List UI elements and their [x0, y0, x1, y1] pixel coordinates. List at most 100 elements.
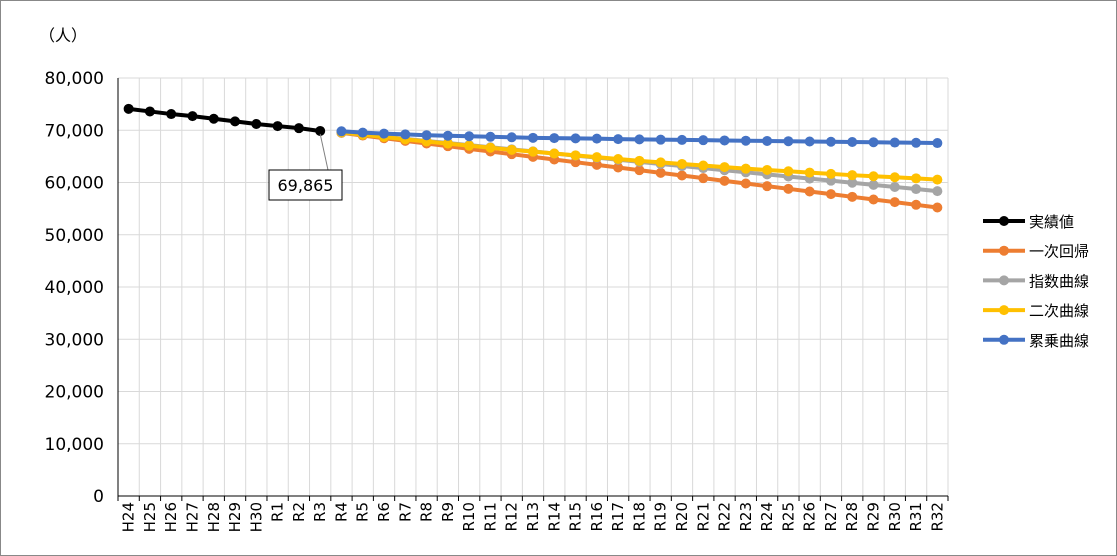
- data-point: [676, 170, 687, 181]
- data-point: [847, 137, 858, 148]
- x-tick-label: R2: [290, 502, 308, 522]
- y-unit-label: （人）: [39, 26, 87, 45]
- x-tick-label: H25: [141, 502, 159, 532]
- data-point: [464, 140, 475, 151]
- x-tick-label: R26: [801, 502, 819, 532]
- x-tick-label: R31: [907, 502, 925, 532]
- legend-label: 一次回帰: [1029, 243, 1089, 261]
- data-point: [591, 133, 602, 144]
- data-point: [442, 138, 453, 149]
- annotation-label: 69,865: [278, 176, 334, 195]
- data-point: [847, 170, 858, 181]
- data-point: [868, 137, 879, 148]
- data-point: [655, 167, 666, 178]
- y-tick-label: 70,000: [45, 121, 104, 141]
- data-point: [932, 186, 943, 197]
- x-tick-label: R5: [354, 502, 372, 522]
- x-tick-label: R22: [716, 502, 734, 532]
- data-point: [144, 106, 155, 117]
- data-point: [932, 138, 943, 149]
- x-tick-label: R28: [843, 502, 861, 532]
- x-tick-label: R4: [332, 502, 350, 522]
- data-point: [485, 142, 496, 153]
- data-point: [762, 181, 773, 192]
- data-point: [506, 144, 517, 155]
- data-point: [464, 131, 475, 142]
- data-point: [591, 152, 602, 163]
- y-tick-label: 10,000: [45, 435, 104, 455]
- legend-label: 指数曲線: [1029, 272, 1089, 290]
- data-point: [336, 126, 347, 137]
- data-point: [634, 155, 645, 166]
- data-point: [400, 129, 411, 140]
- data-point: [804, 167, 815, 178]
- data-point: [698, 135, 709, 146]
- x-tick-label: H29: [226, 502, 244, 532]
- x-tick-label: R25: [779, 502, 797, 532]
- data-point: [932, 202, 943, 213]
- x-axis-ticks: H24 H25 H26 H27 H28 H29 H30 R1 R2 R3 R4 R5 R6 R7 R8 R9 R…: [120, 502, 947, 532]
- legend-label: 二次曲線: [1029, 302, 1089, 320]
- y-tick-label: 40,000: [45, 278, 104, 298]
- data-point: [676, 158, 687, 169]
- data-point: [740, 135, 751, 146]
- data-point: [911, 137, 922, 148]
- x-tick-label: R18: [630, 502, 648, 532]
- x-tick-label: R30: [886, 502, 904, 532]
- data-point: [847, 191, 858, 202]
- data-point: [251, 118, 262, 129]
- data-point: [698, 173, 709, 184]
- data-point: [825, 168, 836, 179]
- data-point: [655, 134, 666, 145]
- data-point: [868, 194, 879, 205]
- legend-marker: [999, 216, 1009, 226]
- data-point: [613, 134, 624, 145]
- data-point: [719, 175, 730, 186]
- x-tick-label: R11: [481, 502, 499, 532]
- data-point: [655, 157, 666, 168]
- x-tick-label: R10: [460, 502, 478, 532]
- data-point: [719, 135, 730, 146]
- data-point: [208, 113, 219, 124]
- data-point: [740, 178, 751, 189]
- data-point: [740, 163, 751, 174]
- series-line: [128, 106, 321, 133]
- x-tick-label: H30: [247, 502, 265, 532]
- x-tick-label: R8: [418, 502, 436, 522]
- data-point: [804, 186, 815, 197]
- annotation: 69,865: [268, 133, 343, 201]
- data-point: [485, 131, 496, 142]
- data-point: [634, 165, 645, 176]
- data-point: [230, 116, 241, 127]
- data-point: [911, 199, 922, 210]
- data-point: [591, 159, 602, 170]
- x-tick-label: H27: [183, 502, 201, 532]
- y-tick-label: 50,000: [45, 226, 104, 246]
- y-tick-label: 60,000: [45, 174, 104, 194]
- data-point: [762, 164, 773, 175]
- data-point: [528, 132, 538, 143]
- data-point: [549, 148, 560, 159]
- x-tick-label: R24: [758, 502, 776, 532]
- legend-label: 実績値: [1029, 213, 1074, 231]
- x-tick-label: H28: [205, 502, 223, 532]
- x-tick-label: R17: [609, 502, 627, 532]
- data-point: [783, 183, 794, 194]
- data-point: [421, 130, 432, 141]
- annotation-leader: [319, 133, 329, 171]
- legend-marker: [999, 275, 1009, 286]
- legend-label: 累乗曲線: [1029, 332, 1089, 350]
- data-point: [676, 134, 687, 145]
- data-point: [847, 177, 858, 188]
- data-point: [783, 166, 794, 177]
- legend-marker: [999, 245, 1009, 256]
- legend-marker: [999, 305, 1009, 316]
- data-point: [868, 179, 879, 190]
- data-point: [889, 172, 900, 183]
- y-axis-ticks: 0 10,000 20,000 30,000 40,000 50,000 60,000 70,…: [45, 69, 104, 507]
- x-tick-label: R23: [737, 502, 755, 532]
- y-tick-label: 80,000: [45, 69, 104, 89]
